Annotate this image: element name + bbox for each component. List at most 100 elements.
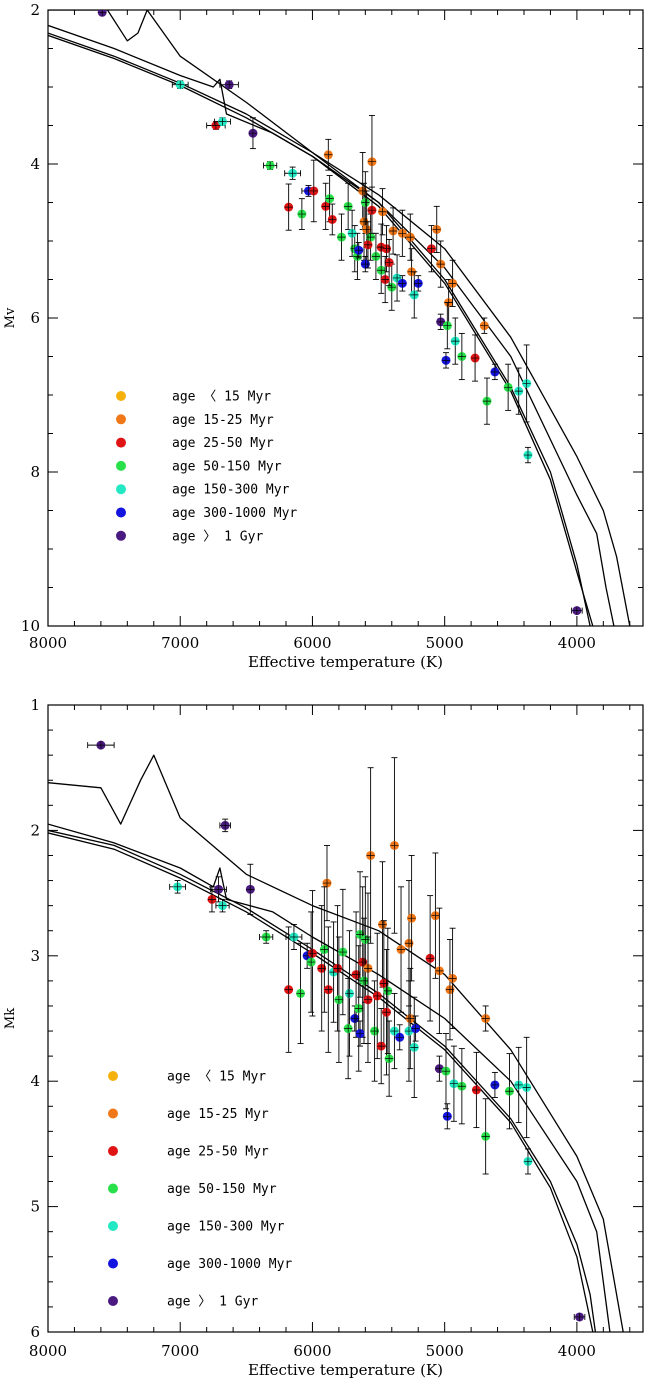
x-axis-label: Effective temperature (K) [248,653,443,671]
y-tick-label: 4 [30,155,40,173]
legend-label: age 300-1000 Myr [172,506,297,521]
data-point-cross [385,258,394,267]
data-point-cross [333,964,342,973]
data-point-cross [523,451,532,460]
data-point-cross [390,1027,399,1036]
data-point-cross [482,397,491,406]
data-point-cross [324,150,333,159]
data-point-cross [320,945,329,954]
data-point-cross [410,290,419,299]
data-point-cross [441,356,450,365]
data-point-cross [436,317,445,326]
data-point-cross [288,169,297,178]
legend-label: age 15-25 Myr [167,1107,269,1122]
data-point-cross [262,932,271,941]
data-point-cross [398,279,407,288]
data-point-cross [284,203,293,212]
data-point-cross [366,851,375,860]
data-point-cross [307,958,316,967]
legend-marker [108,1108,118,1119]
data-point-cross [411,1024,420,1033]
data-point-cross [173,882,182,891]
data-point-cross [457,352,466,361]
legend-label: age 50-150 Myr [167,1182,277,1197]
data-point-cross [325,194,334,203]
y-tick-label: 3 [30,947,40,965]
legend-marker [116,484,126,495]
mk-hr-diagram: 8000 7000 6000 5000 4000 1 2 3 4 5 6 Effective temp… [3,696,644,1379]
data-point-cross [385,1054,394,1063]
legend-marker [108,1183,118,1194]
data-point-cross [481,1132,490,1141]
y-tick-label: 5 [30,1198,40,1216]
legend-marker [116,391,126,401]
y-tick-label: 6 [30,1323,40,1341]
data-point-cross [436,260,445,269]
data-point-cross [377,266,386,275]
data-point-cross [297,210,306,219]
legend-label: age 〈 15 Myr [172,390,271,405]
data-point-cross [96,741,105,750]
data-point-cross [337,233,346,242]
data-point-cross [98,10,107,17]
data-point-cross [354,1004,363,1013]
legend-label: age 300-1000 Myr [167,1257,292,1272]
data-point-cross [361,198,370,207]
data-point-cross [378,920,387,929]
legend-label: age 150-300 Myr [167,1220,285,1235]
isochrone-curve [48,823,611,1332]
data-point-cross [435,966,444,975]
data-point-cross [289,932,298,941]
data-point-cross [296,989,305,998]
data-point-cross [406,233,415,242]
data-point-cross [345,989,354,998]
x-tick-label: 6000 [293,634,331,652]
y-axis-label: Mv [3,307,18,328]
data-point-cross [449,1079,458,1088]
data-point-cross [443,1112,452,1121]
data-point-cross [344,202,353,211]
data-point-cross [207,895,216,904]
data-point-cross [432,225,441,234]
legend-marker [116,530,126,541]
data-point-cross [363,240,372,249]
data-point-cross [377,1042,386,1051]
data-point-cross [248,129,257,138]
data-point-cross [334,995,343,1004]
data-point-cross [378,207,387,216]
data-point-cross [382,1008,391,1017]
data-point-cross [504,383,513,392]
isochrone-curve [48,10,631,626]
mv-hr-diagram: 8000 7000 6000 5000 4000 2 4 6 8 10 Effective temp… [3,1,644,671]
x-tick-label: 7000 [161,1342,199,1360]
data-point-cross [490,1080,499,1089]
data-point-cross [426,954,435,963]
legend-marker [108,1258,118,1269]
data-point-cross [214,885,223,894]
data-point-cross [414,279,423,288]
data-point-cross [448,974,457,983]
legend-marker [108,1221,118,1231]
x-axis-label: Effective temperature (K) [248,1361,443,1379]
data-point-cross [344,1024,353,1033]
data-point-cross [367,206,376,215]
y-tick-label: 2 [30,821,40,839]
data-point-cross [395,1033,404,1042]
data-point-cross [350,1014,359,1023]
data-point-cross [490,367,499,376]
legend-label: age 〉 1 Gyr [172,529,263,544]
legend-marker [116,414,126,425]
y-axis-label: Mk [3,1008,18,1029]
data-point-cross [338,948,347,957]
legend-marker [116,437,126,448]
data-point-cross [389,226,398,235]
data-point-cross [441,1067,450,1076]
y-tick-label: 10 [21,617,40,635]
x-tick-label: 5000 [426,634,464,652]
legend-marker [108,1296,118,1306]
data-point-cross [522,1083,531,1092]
data-point-cross [572,606,581,615]
data-point-cross [383,986,392,995]
data-point-cross [218,901,227,910]
legend-marker [116,460,126,471]
